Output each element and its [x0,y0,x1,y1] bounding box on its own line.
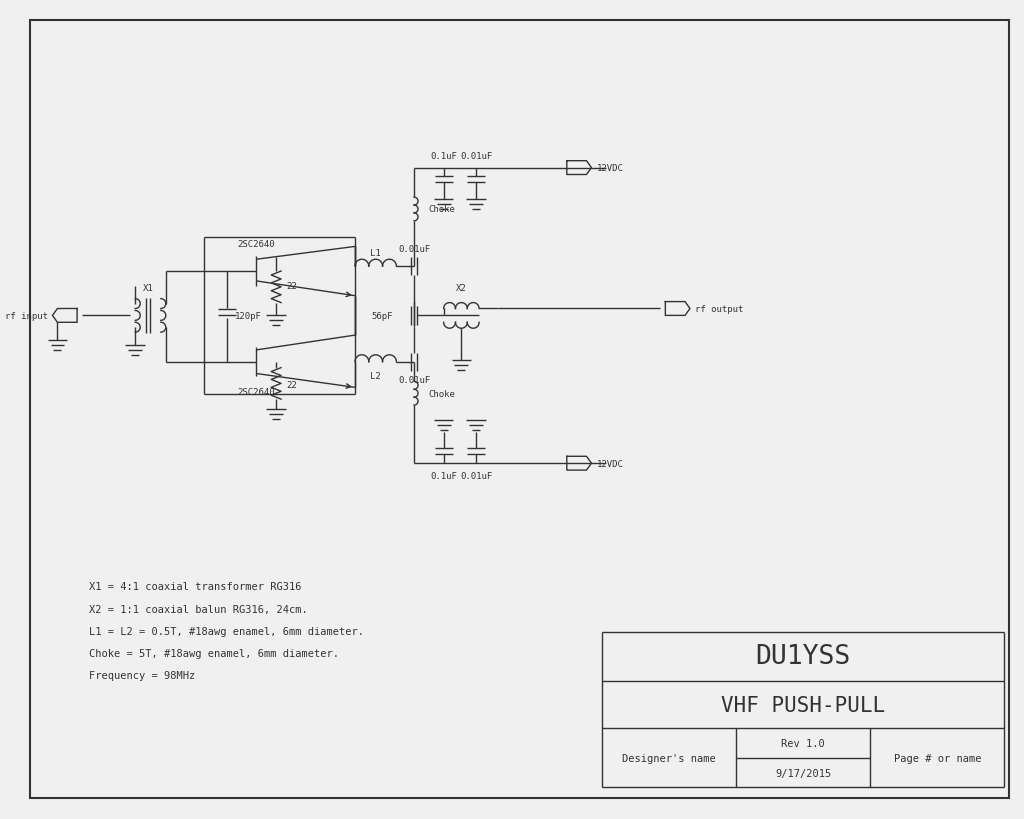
Text: Page # or name: Page # or name [894,753,981,762]
Text: rf output: rf output [695,305,743,314]
Text: X1: X1 [142,284,154,293]
Text: 0.1uF: 0.1uF [430,152,457,161]
Text: X1 = 4:1 coaxial transformer RG316: X1 = 4:1 coaxial transformer RG316 [89,581,301,591]
Text: 56pF: 56pF [371,311,392,320]
Text: L2: L2 [371,372,381,381]
Text: 0.01uF: 0.01uF [398,375,430,384]
Text: 0.1uF: 0.1uF [430,471,457,480]
Text: 12VDC: 12VDC [596,164,624,173]
Text: 0.01uF: 0.01uF [460,471,493,480]
Text: 0.01uF: 0.01uF [460,152,493,161]
Text: 120pF: 120pF [234,311,261,320]
Text: 2SC2640: 2SC2640 [238,387,275,396]
Text: rf input: rf input [4,311,47,320]
Text: 2SC2640: 2SC2640 [238,240,275,249]
Text: Choke: Choke [429,206,456,215]
Text: 0.01uF: 0.01uF [398,245,430,254]
Text: L1: L1 [371,248,381,257]
Text: 22: 22 [286,380,297,389]
Text: X2 = 1:1 coaxial balun RG316, 24cm.: X2 = 1:1 coaxial balun RG316, 24cm. [89,604,307,614]
Text: Rev 1.0: Rev 1.0 [781,738,825,748]
Text: VHF PUSH-PULL: VHF PUSH-PULL [721,695,886,715]
Text: Frequency = 98MHz: Frequency = 98MHz [89,670,196,681]
Text: L1 = L2 = 0.5T, #18awg enamel, 6mm diameter.: L1 = L2 = 0.5T, #18awg enamel, 6mm diame… [89,626,364,636]
Text: 22: 22 [286,282,297,291]
Text: 9/17/2015: 9/17/2015 [775,767,831,777]
Text: X2: X2 [456,284,467,293]
Text: 12VDC: 12VDC [596,459,624,468]
Text: Designer's name: Designer's name [623,753,716,762]
Text: DU1YSS: DU1YSS [756,644,851,669]
Text: Choke: Choke [429,389,456,398]
Text: Choke = 5T, #18awg enamel, 6mm diameter.: Choke = 5T, #18awg enamel, 6mm diameter. [89,649,339,658]
